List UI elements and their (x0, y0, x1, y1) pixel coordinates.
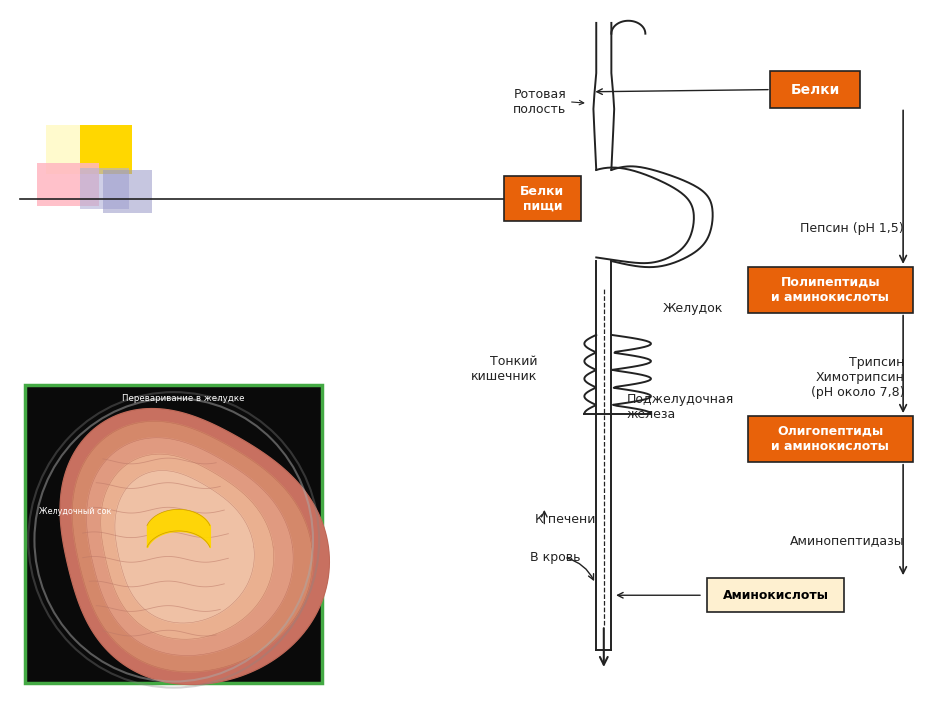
Polygon shape (60, 409, 330, 685)
Text: Белки
пищи: Белки пищи (520, 184, 564, 212)
Text: Полипептиды
и аминокислоты: Полипептиды и аминокислоты (772, 276, 889, 304)
Text: Аминокислоты: Аминокислоты (723, 589, 829, 602)
Bar (748, 416, 913, 462)
Polygon shape (86, 438, 294, 655)
Text: Тонкий
кишечник: Тонкий кишечник (472, 355, 538, 382)
Bar (45, 125, 98, 174)
Bar (25, 385, 322, 683)
Bar (748, 267, 913, 312)
Polygon shape (100, 454, 274, 639)
Bar (771, 71, 860, 108)
Text: Желудочный сок: Желудочный сок (39, 507, 112, 516)
Polygon shape (115, 471, 255, 623)
Text: Трипсин
Химотрипсин
(рН около 7,8): Трипсин Химотрипсин (рН около 7,8) (811, 356, 904, 399)
Bar (707, 578, 844, 613)
Text: Олигопептиды
и аминокислоты: Олигопептиды и аминокислоты (772, 425, 889, 453)
Bar (37, 163, 98, 206)
Text: Ротовая
полость: Ротовая полость (512, 88, 566, 116)
Text: Поджелудочная
железа: Поджелудочная железа (627, 393, 734, 421)
Text: Переваривание в желудке: Переваривание в желудке (122, 394, 244, 402)
Bar (80, 168, 129, 210)
Polygon shape (72, 421, 313, 672)
Text: Желудок: Желудок (662, 302, 723, 315)
Bar (103, 170, 152, 213)
Text: Пепсин (рН 1,5): Пепсин (рН 1,5) (800, 222, 904, 235)
Bar (504, 176, 581, 221)
Text: Аминопептидазы: Аминопептидазы (790, 534, 904, 547)
Text: Белки: Белки (791, 83, 840, 96)
Text: В кровь: В кровь (530, 551, 581, 564)
Text: К печени: К печени (535, 513, 596, 526)
Bar (80, 125, 132, 174)
